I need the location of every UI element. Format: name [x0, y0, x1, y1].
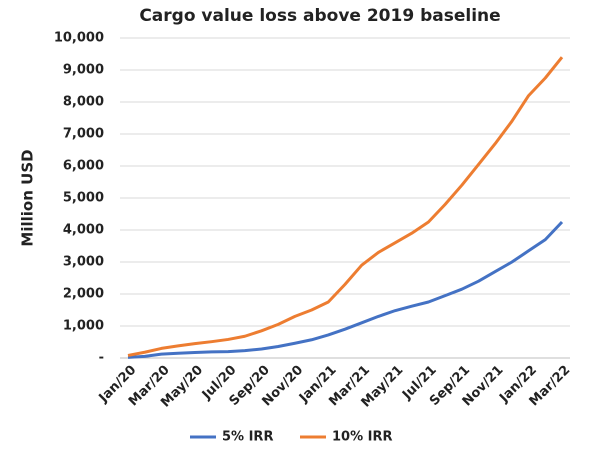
y-tick-label: 5,000 — [63, 191, 104, 206]
line — [127, 56, 564, 357]
y-axis-title: Million USD — [19, 149, 37, 246]
legend-label: 5% IRR — [222, 430, 273, 445]
y-tick-label: 4,000 — [63, 223, 104, 238]
y-tick-label: 2,000 — [63, 287, 104, 302]
y-tick-label: 7,000 — [63, 127, 104, 142]
y-tick-label: 8,000 — [63, 95, 104, 110]
line — [127, 220, 564, 359]
y-tick-label: 6,000 — [63, 159, 104, 174]
legend-label: 10% IRR — [332, 430, 393, 445]
chart-title: Cargo value loss above 2019 baseline — [139, 6, 500, 26]
y-tick-label: 10,000 — [54, 31, 104, 46]
y-tick-label: 9,000 — [63, 63, 104, 78]
y-tick-label: - — [99, 351, 104, 366]
y-tick-label: 1,000 — [63, 319, 104, 334]
y-tick-label: 3,000 — [63, 255, 104, 270]
